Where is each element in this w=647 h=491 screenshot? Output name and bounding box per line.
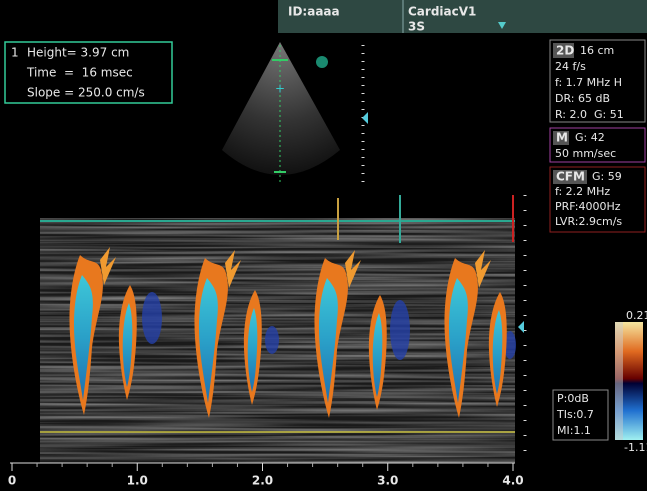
- output-line: MI:1.1: [557, 424, 591, 437]
- measure-line: Slope = 250.0 cm/s: [27, 86, 145, 100]
- time-axis-labels: 0 1.0 2.0 3.0 4.0: [8, 463, 524, 488]
- panel-tag: 2D: [556, 44, 574, 58]
- measure-line: Time = 16 msec: [26, 66, 133, 80]
- panel-tag: CFM: [556, 170, 585, 184]
- axis-label: 1.0: [127, 474, 148, 488]
- measure-line: Height= 3.97 cm: [27, 46, 129, 60]
- probe: 3S: [408, 20, 425, 34]
- orientation-dot: [316, 56, 328, 68]
- panel-line: G: 42: [575, 131, 605, 144]
- panel-line: PRF:4000Hz: [555, 200, 621, 213]
- ultrasound-screen: ID:aaaa CardiacV1 3S 1 Height= 3.97 cm T…: [0, 0, 647, 491]
- panel-line: DR: 65 dB: [555, 92, 610, 105]
- panel-line: R: 2.0 G: 51: [555, 108, 624, 121]
- axis-label: 0: [8, 474, 16, 488]
- panel-line: f: 2.2 MHz: [555, 185, 610, 198]
- panel-line: LVR:2.9cm/s: [555, 215, 622, 228]
- color-bar-top: 0.21: [626, 309, 647, 322]
- panel-line: 24 f/s: [555, 60, 586, 73]
- output-line: TIs:0.7: [556, 408, 594, 421]
- axis-label: 2.0: [252, 474, 273, 488]
- panel-line: 50 mm/sec: [555, 147, 616, 160]
- focus-arrow: [362, 112, 368, 124]
- preset: CardiacV1: [408, 5, 476, 19]
- panel-line: f: 1.7 MHz H: [555, 76, 622, 89]
- focus-arrow: [518, 321, 524, 333]
- measure-index: 1: [11, 46, 19, 60]
- gray-bar: [615, 322, 623, 440]
- patient-id: ID:aaaa: [288, 5, 340, 19]
- panel-line: G: 59: [592, 170, 622, 183]
- panel-line: 16 cm: [580, 44, 614, 57]
- panel-tag: M: [556, 131, 568, 145]
- axis-label: 3.0: [377, 474, 398, 488]
- output-line: P:0dB: [557, 392, 589, 405]
- focus-mark: +: [275, 82, 285, 96]
- axis-label: 4.0: [502, 474, 523, 488]
- color-bar-bottom: -1.11: [624, 441, 647, 454]
